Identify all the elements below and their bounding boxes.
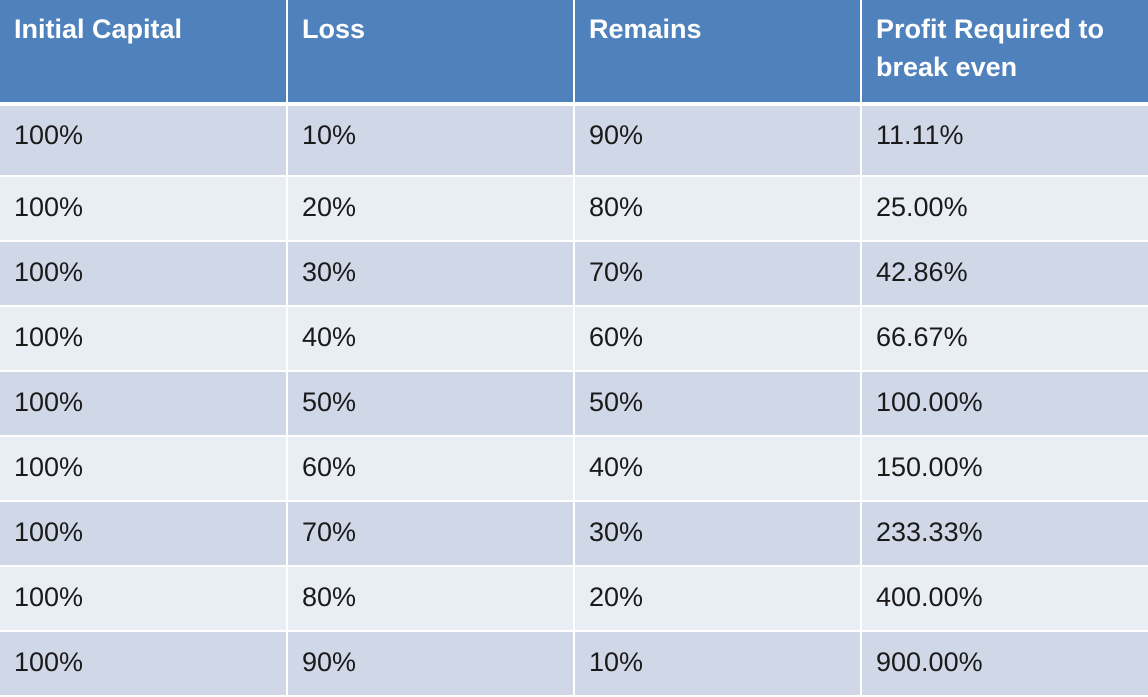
cell-loss: 90% [286, 630, 575, 697]
cell-initial-capital: 100% [0, 630, 288, 697]
cell-initial-capital: 100% [0, 435, 288, 502]
cell-initial-capital: 100% [0, 565, 288, 632]
table-row: 100% 60% 40% 150.00% [0, 435, 1148, 502]
cell-profit-required: 233.33% [860, 500, 1148, 567]
cell-initial-capital: 100% [0, 175, 288, 242]
cell-profit-required: 11.11% [860, 102, 1148, 177]
cell-loss: 10% [286, 102, 575, 177]
cell-profit-required: 66.67% [860, 305, 1148, 372]
cell-remains: 70% [573, 240, 862, 307]
cell-profit-required: 25.00% [860, 175, 1148, 242]
table-row: 100% 50% 50% 100.00% [0, 370, 1148, 437]
cell-remains: 50% [573, 370, 862, 437]
table-row: 100% 80% 20% 400.00% [0, 565, 1148, 632]
cell-profit-required: 900.00% [860, 630, 1148, 697]
cell-remains: 10% [573, 630, 862, 697]
cell-loss: 40% [286, 305, 575, 372]
cell-remains: 40% [573, 435, 862, 502]
cell-initial-capital: 100% [0, 240, 288, 307]
cell-initial-capital: 100% [0, 370, 288, 437]
table-row: 100% 70% 30% 233.33% [0, 500, 1148, 567]
cell-remains: 90% [573, 102, 862, 177]
cell-loss: 70% [286, 500, 575, 567]
table-row: 100% 10% 90% 11.11% [0, 102, 1148, 177]
cell-initial-capital: 100% [0, 500, 288, 567]
cell-profit-required: 42.86% [860, 240, 1148, 307]
cell-profit-required: 150.00% [860, 435, 1148, 502]
header-profit-required: Profit Required to break even [860, 0, 1148, 105]
table-row: 100% 20% 80% 25.00% [0, 175, 1148, 242]
cell-loss: 60% [286, 435, 575, 502]
table-row: 100% 90% 10% 900.00% [0, 630, 1148, 697]
cell-remains: 60% [573, 305, 862, 372]
header-initial-capital: Initial Capital [0, 0, 288, 105]
cell-loss: 50% [286, 370, 575, 437]
cell-loss: 20% [286, 175, 575, 242]
cell-remains: 80% [573, 175, 862, 242]
cell-loss: 30% [286, 240, 575, 307]
table-body: 100% 10% 90% 11.11% 100% 20% 80% 25.00% … [0, 102, 1148, 697]
cell-initial-capital: 100% [0, 305, 288, 372]
table-header: Initial Capital Loss Remains Profit Requ… [0, 0, 1148, 105]
cell-initial-capital: 100% [0, 102, 288, 177]
cell-profit-required: 400.00% [860, 565, 1148, 632]
table-row: 100% 40% 60% 66.67% [0, 305, 1148, 372]
cell-loss: 80% [286, 565, 575, 632]
header-row: Initial Capital Loss Remains Profit Requ… [0, 0, 1148, 105]
cell-remains: 20% [573, 565, 862, 632]
cell-profit-required: 100.00% [860, 370, 1148, 437]
header-loss: Loss [286, 0, 575, 105]
table-row: 100% 30% 70% 42.86% [0, 240, 1148, 307]
header-remains: Remains [573, 0, 862, 105]
cell-remains: 30% [573, 500, 862, 567]
